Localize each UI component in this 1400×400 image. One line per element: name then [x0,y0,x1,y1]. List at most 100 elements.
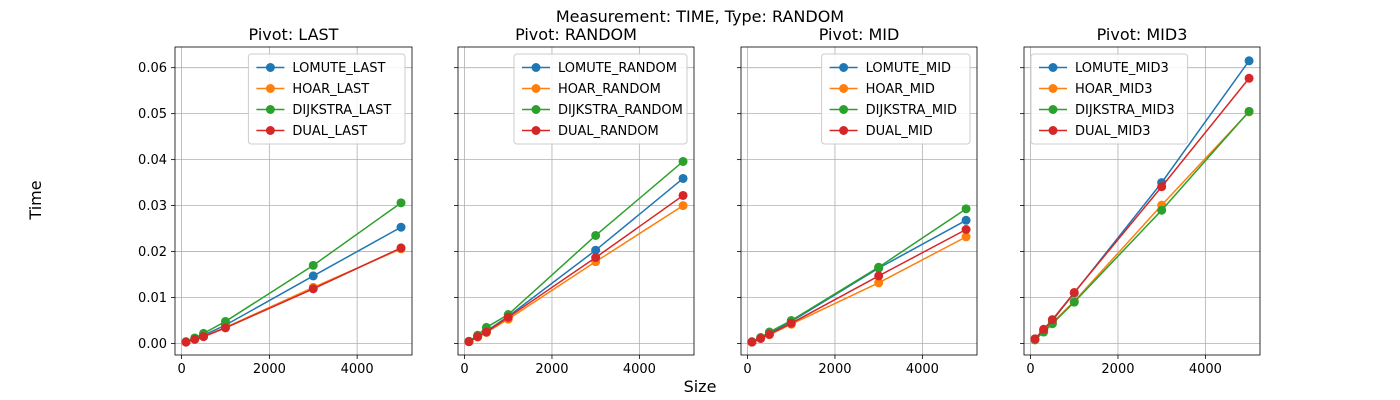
x-tick-label: 0 [460,362,468,377]
x-tick-label: 4000 [1189,362,1222,377]
legend-label: HOAR_MID [866,82,935,97]
legend: LOMUTE_MID3 HOAR_MID3 DIJKSTRA_MID3 DUAL_MI… [1030,53,1189,145]
x-tick-label: 2000 [818,362,851,377]
legend-label: HOAR_LAST [292,82,369,97]
legend-label: LOMUTE_MID3 [1075,61,1169,76]
y-axis-label: Time [26,180,45,220]
data-point-dual-mid3 [1069,287,1079,297]
y-tick-label: 0.06 [138,61,167,76]
data-point-dual-last [308,284,318,294]
subplot-title: Pivot: RANDOM [515,25,637,44]
y-tick-label: 0.02 [138,245,167,260]
x-tick-label: 0 [177,362,185,377]
data-point-dijkstra-random [591,230,601,240]
data-point-dual-mid3 [1244,73,1254,83]
data-point-lomute-last [396,222,406,232]
legend-label: DIJKSTRA_LAST [292,103,391,118]
data-point-dual-last [199,332,209,342]
data-point-dijkstra-last [308,260,318,270]
legend-label: HOAR_MID3 [1075,82,1153,97]
legend-label: HOAR_RANDOM [558,82,661,97]
legend-marker [265,105,275,114]
legend-label: LOMUTE_LAST [292,61,385,76]
legend-marker [531,105,541,114]
legend-marker [1048,126,1058,135]
x-tick-label: 4000 [341,362,374,377]
legend: LOMUTE_MID HOAR_MID DIJKSTRA_MID DUAL_MID [821,53,971,145]
data-point-dijkstra-mid3 [1069,297,1079,307]
subplot-title: Pivot: LAST [249,25,339,44]
x-tick-label: 0 [1026,362,1034,377]
data-point-dual-last [181,337,191,347]
data-point-dual-random [464,337,474,347]
data-point-lomute-mid3 [1244,56,1254,66]
figure-title: Measurement: TIME, Type: RANDOM [556,7,844,26]
data-point-hoar-random [678,201,688,211]
data-point-lomute-last [308,271,318,281]
subplot-3: 0 2000 4000 Pivot: MID LOMUTE_MID HOAR_MID DIJ… [737,25,978,377]
legend-marker [265,63,275,72]
subplots: 0 2000 4000 0.00 0.01 0.02 0.03 0.04 0.05 0.06 Piv… [138,25,1261,377]
legend-box [821,53,971,145]
data-point-dijkstra-mid3 [1157,205,1167,215]
legend-marker [265,84,275,93]
data-point-dual-mid3 [1039,324,1049,334]
legend-marker [839,63,849,72]
legend-marker [1048,105,1058,114]
data-point-dual-mid3 [1047,315,1057,325]
data-point-dual-mid [961,225,971,235]
legend-label: DUAL_LAST [292,124,367,139]
data-point-lomute-random [591,245,601,255]
x-tick-label: 2000 [535,362,568,377]
subplot-2: 0 2000 4000 Pivot: RANDOM LOMUTE_RANDOM HOAR_… [454,25,695,377]
data-point-dual-last [220,323,230,333]
data-point-dual-mid [786,318,796,328]
data-point-dual-last [396,243,406,253]
legend-label: DIJKSTRA_RANDOM [558,103,683,118]
subplot-title: Pivot: MID [819,25,900,44]
legend-marker [1048,84,1058,93]
data-point-dual-mid3 [1157,182,1167,192]
data-point-dual-random [473,332,483,342]
subplot-title: Pivot: MID3 [1097,25,1188,44]
y-tick-label: 0.03 [138,199,167,214]
data-point-dual-last [190,334,200,344]
data-point-dual-random [678,190,688,200]
x-tick-label: 4000 [623,362,656,377]
legend-label: LOMUTE_RANDOM [558,61,677,76]
data-point-dijkstra-mid3 [1244,106,1254,116]
legend-box [513,53,688,145]
data-point-dijkstra-mid [874,262,884,272]
data-point-dual-random [591,253,601,263]
data-point-dijkstra-last [220,316,230,326]
x-tick-label: 0 [743,362,751,377]
data-point-lomute-mid [961,215,971,225]
legend-label: DUAL_MID [866,124,933,139]
data-point-dijkstra-mid [961,204,971,214]
x-axis-label: Size [684,377,717,396]
legend-label: LOMUTE_MID [866,61,951,76]
data-point-dijkstra-random [678,156,688,166]
x-tick-label: 2000 [1101,362,1134,377]
y-tick-label: 0.01 [138,291,167,306]
axes-frame [740,46,978,356]
data-point-dual-random [503,312,513,322]
legend: LOMUTE_LAST HOAR_LAST DIJKSTRA_LAST DUAL_LA… [247,53,406,145]
data-point-dual-mid [756,333,766,343]
data-point-dual-mid3 [1030,334,1040,344]
legend-marker [839,126,849,135]
legend-box [1030,53,1189,145]
axes-frame [457,46,695,356]
y-tick-label: 0.04 [138,153,167,168]
axes-frame [1023,46,1261,356]
legend-marker [839,84,849,93]
subplot-4: 0 2000 4000 Pivot: MID3 LOMUTE_MID3 HOAR_MID3… [1020,25,1261,377]
data-point-lomute-random [678,173,688,183]
legend-label: DIJKSTRA_MID [866,103,957,118]
legend-marker [531,84,541,93]
legend-marker [1048,63,1058,72]
legend-box [247,53,406,145]
legend-marker [839,105,849,114]
